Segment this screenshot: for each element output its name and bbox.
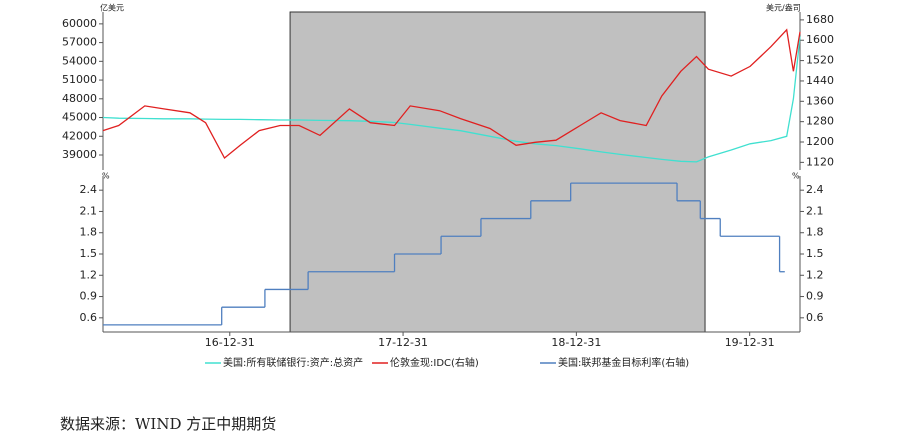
highlight-range bbox=[289, 11, 706, 333]
y-tick-label: 2.4 bbox=[80, 183, 98, 196]
y2-tick-label: 2.1 bbox=[806, 204, 824, 217]
y2-tick-label: 1520 bbox=[806, 54, 834, 67]
y2-tick-label: 1280 bbox=[806, 115, 834, 128]
legend-label: 美国:联邦基金目标利率(右轴) bbox=[558, 356, 689, 369]
y2-unit: 美元/盎司 bbox=[766, 3, 801, 13]
y2-tick-label: 1.8 bbox=[806, 226, 824, 239]
y2-tick-label: 0.6 bbox=[806, 311, 824, 324]
y-tick-label: 2.1 bbox=[80, 204, 98, 217]
legend-label: 伦敦金现:IDC(右轴) bbox=[390, 356, 479, 369]
x-tick-label: 17-12-31 bbox=[378, 336, 428, 349]
y2-tick-label: 1200 bbox=[806, 135, 834, 148]
y2-tick-label: 1440 bbox=[806, 74, 834, 87]
y-tick-label: 48000 bbox=[62, 92, 97, 105]
series-line bbox=[102, 28, 801, 159]
y2-unit: % bbox=[792, 172, 800, 181]
y-tick-label: 0.6 bbox=[80, 311, 98, 324]
y-unit: % bbox=[102, 172, 110, 181]
y2-tick-label: 1680 bbox=[806, 13, 834, 26]
series-line bbox=[102, 36, 801, 163]
y-tick-label: 1.8 bbox=[80, 226, 98, 239]
y2-tick-label: 1.5 bbox=[806, 247, 824, 260]
y-tick-label: 1.5 bbox=[80, 247, 98, 260]
y-tick-label: 57000 bbox=[62, 36, 97, 49]
y-unit: 亿美元 bbox=[100, 3, 124, 13]
y-tick-label: 51000 bbox=[62, 73, 97, 86]
y-tick-label: 1.2 bbox=[80, 268, 98, 281]
x-tick-label: 18-12-31 bbox=[551, 336, 601, 349]
y2-tick-label: 1600 bbox=[806, 33, 834, 46]
y-tick-label: 45000 bbox=[62, 111, 97, 124]
y2-tick-label: 2.4 bbox=[806, 183, 824, 196]
y-tick-label: 39000 bbox=[62, 148, 97, 161]
x-tick-label: 19-12-31 bbox=[725, 336, 775, 349]
y-tick-label: 42000 bbox=[62, 129, 97, 142]
y2-tick-label: 1.2 bbox=[806, 268, 824, 281]
y2-tick-label: 1360 bbox=[806, 94, 834, 107]
y-tick-label: 0.9 bbox=[80, 290, 98, 303]
legend-label: 美国:所有联储银行:资产:总资产 bbox=[223, 356, 363, 369]
y-tick-label: 60000 bbox=[62, 17, 97, 30]
source: 数据来源：WIND 方正中期期货 bbox=[60, 415, 276, 433]
x-tick-label: 16-12-31 bbox=[205, 336, 255, 349]
y2-tick-label: 1120 bbox=[806, 155, 834, 168]
y-tick-label: 54000 bbox=[62, 54, 97, 67]
y2-tick-label: 0.9 bbox=[806, 290, 824, 303]
